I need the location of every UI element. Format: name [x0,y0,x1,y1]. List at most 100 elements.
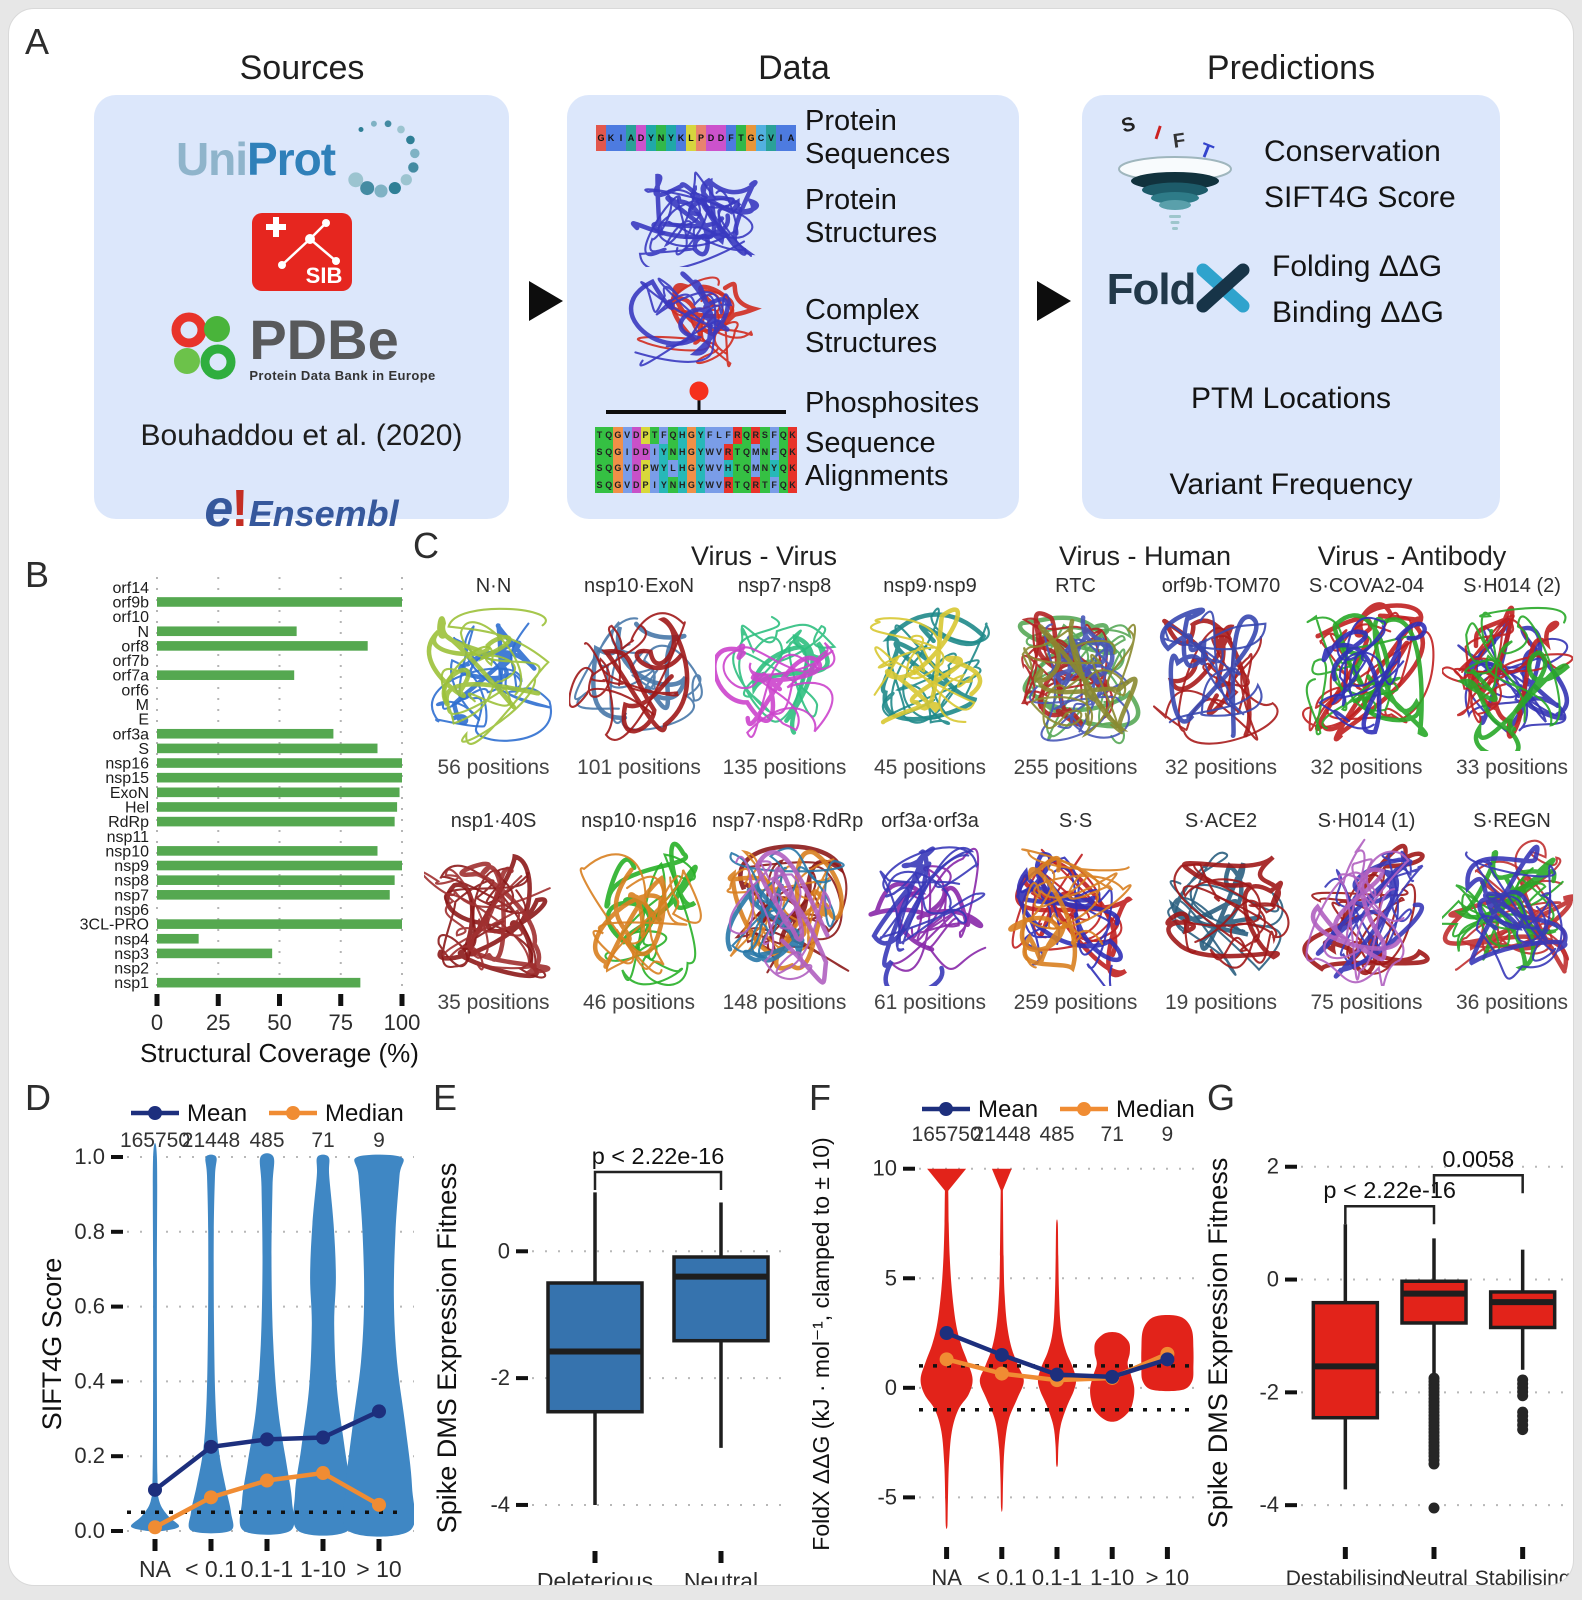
alignment-cell: G [613,460,623,477]
panel-a-label: A [25,21,50,62]
violin [979,1172,1024,1512]
svg-text:50: 50 [267,1010,291,1035]
alignment-cell: Y [696,427,706,444]
svg-text:-5: -5 [877,1484,897,1509]
structure-name: S·H014 (2) [1463,575,1561,597]
structure-positions: 75 positions [1310,991,1423,1014]
residue-cell: P [696,125,706,151]
structure-positions: 46 positions [582,991,696,1014]
svg-text:0.2: 0.2 [74,1443,105,1468]
svg-text:21448: 21448 [973,1123,1031,1146]
svg-text:0.4: 0.4 [74,1368,105,1393]
structure-name: nsp7·nsp8 [737,575,832,597]
residue-cell: G [596,125,606,151]
alignment-cell: T [732,443,742,460]
svg-text:485: 485 [249,1129,284,1152]
structure-name: N·N [475,575,512,597]
prediction-folding-ddg: Folding ΔΔG [1272,250,1443,283]
foldx-x-icon [1195,262,1251,319]
structure-name: orf9b·TOM70 [1161,575,1281,597]
panel-b-label: B [25,554,50,595]
residue-cell: I [616,125,626,151]
svg-text:Mean: Mean [978,1096,1038,1123]
box [1311,1300,1380,1420]
alignment-cell: R [723,476,733,493]
svg-text:Mean: Mean [187,1100,247,1127]
structure-cell: S·S 259 positions [1003,810,1148,1015]
alignment-cell: W [705,476,715,493]
alignment-cell: N [760,443,770,460]
alignment-cell: N [668,443,678,460]
uniprot-logo: Uni Prot [176,111,427,207]
alignment-cell: Q [778,460,788,477]
alignment-cell: Q [778,443,788,460]
structure-positions: 259 positions [1013,991,1138,1014]
svg-text:0.6: 0.6 [74,1294,105,1319]
alignment-cell: Y [769,460,779,477]
residue-cell: K [606,125,616,151]
sift4g-score-violin-chart: 1.0 0.8 0.6 0.4 0.2 0.0 SIFT4G Score 165750 2144… [37,1091,416,1585]
svg-text:M: M [136,697,149,714]
bar [157,743,378,754]
svg-text:1.0: 1.0 [74,1144,105,1169]
svg-text:SIFT4G Score: SIFT4G Score [39,1258,67,1431]
alignment-cell: F [723,427,733,444]
bar [157,787,400,798]
data-label-sequences: Protein Sequences [805,105,951,170]
svg-text:0: 0 [885,1375,897,1400]
residue-cell: D [636,125,646,151]
bar [157,919,402,929]
svg-text:21448: 21448 [182,1129,240,1152]
svg-text:< 0.1: < 0.1 [977,1565,1027,1586]
alignment-cell: V [714,460,724,477]
panel-f-label: F [809,1077,831,1118]
sift4g-prediction-box-chart: 0 -2 -4 Spike DMS Expression Fitness p < 2.2… [432,1091,799,1585]
alignment-cell: L [668,460,678,477]
structure-positions: 35 positions [437,991,550,1014]
structure-name: nsp7·nsp8·RdRp [712,810,864,832]
box [1488,1290,1557,1330]
svg-text:Spike DMS Expression Fitness: Spike DMS Expression Fitness [1205,1158,1233,1529]
alignment-cell: Y [696,476,706,493]
prediction-ptm-locations: PTM Locations [1190,382,1392,415]
alignment-cell: F [705,427,715,444]
alignment-cell: S [594,460,605,477]
svg-text:orf7b: orf7b [113,653,150,670]
data-label-alignments: Sequence Alignments [805,427,949,492]
structure-positions: 19 positions [1164,991,1278,1014]
alignment-cell: T [594,427,605,444]
alignment-cell: D [631,443,641,460]
svg-text:165750: 165750 [912,1123,982,1146]
svg-text:71: 71 [311,1129,334,1152]
prediction-row-foldx: Fold Folding ΔΔG Binding ΔΔG [1100,244,1482,336]
residue-cell: T [736,125,746,151]
svg-text:orf7a: orf7a [113,668,150,685]
alignment-cell: P [640,460,651,477]
svg-text:0: 0 [1267,1267,1279,1292]
alignment-cell: D [631,427,641,444]
svg-text:> 10: > 10 [356,1556,401,1582]
pdbe-subtitle: Protein Data Bank in Europe [249,367,436,383]
structure-cell: nsp7·nsp8 135 positions [711,575,857,780]
svg-text:1-10: 1-10 [1090,1565,1134,1586]
svg-text:485: 485 [1039,1123,1074,1146]
structure-name: RTC [1055,575,1096,597]
panel-g-label: G [1207,1077,1236,1118]
alignment-cell: W [705,443,715,460]
group-header-virus-antibody: Virus - Antibody [1317,541,1507,571]
residue-cell: N [656,125,666,151]
svg-text:nsp11: nsp11 [107,829,150,846]
alignment-cell: T [732,476,742,493]
structure-name: nsp10·ExoN [583,575,695,597]
alignment-cell: G [686,443,696,460]
ensembl-bang: ! [231,480,249,538]
alignment-cell: Y [696,460,706,477]
svg-text:p < 2.22e-16: p < 2.22e-16 [1323,1177,1456,1203]
svg-text:-2: -2 [1259,1379,1279,1404]
ensembl-name: Ensembl [248,493,399,534]
svg-text:9: 9 [1162,1123,1174,1146]
violin [342,1154,416,1537]
alignment-cell: V [622,460,632,477]
